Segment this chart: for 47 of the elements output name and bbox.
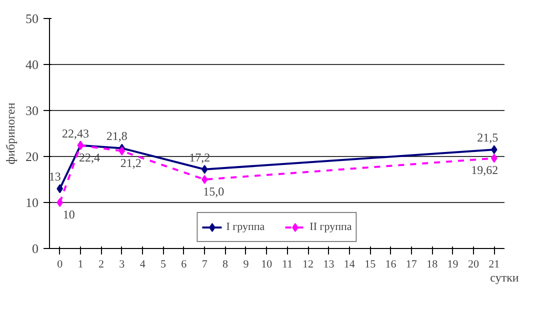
point <box>56 184 64 194</box>
point <box>490 145 498 154</box>
y-tick-label: 20 <box>26 149 38 164</box>
x-axis-title: сутки <box>490 270 520 284</box>
x-tick-label: 15 <box>364 258 376 270</box>
x-tick-label: 17 <box>406 258 418 270</box>
point <box>118 146 126 156</box>
x-tick-label: 1 <box>78 258 84 270</box>
x-tick-label: 21 <box>488 258 500 270</box>
point <box>201 175 208 184</box>
x-tick-label: 19 <box>447 258 459 270</box>
y-tick-label: 10 <box>26 195 38 210</box>
legend-label: II группа <box>310 221 352 233</box>
x-tick-label: 10 <box>261 258 273 270</box>
x-tick-label: 14 <box>344 258 356 270</box>
data-label: 22,43 <box>62 126 90 140</box>
y-tick-label: 0 <box>32 241 38 256</box>
data-label: 21,5 <box>477 130 498 145</box>
data-label: 15,0 <box>203 184 224 198</box>
legend-label: I группа <box>226 221 265 233</box>
y-tick-label: 40 <box>26 57 38 72</box>
x-tick-label: 12 <box>302 258 314 270</box>
x-tick-label: 18 <box>426 258 438 270</box>
x-tick-label: 5 <box>160 258 166 270</box>
y-tick-label: 30 <box>26 103 38 118</box>
point <box>56 198 64 207</box>
x-tick-label: 6 <box>181 258 188 270</box>
y-tick-label: 50 <box>26 11 38 26</box>
point <box>201 164 208 174</box>
point <box>490 154 498 163</box>
x-tick-label: 3 <box>119 258 126 270</box>
x-tick-label: 0 <box>57 258 64 270</box>
data-label: 10 <box>62 208 75 222</box>
x-tick-label: 8 <box>222 258 229 270</box>
x-tick-label: 16 <box>385 258 397 270</box>
x-tick-label: 9 <box>243 258 250 270</box>
x-tick-label: 13 <box>323 258 335 270</box>
y-axis-title: фибриноген <box>4 102 18 164</box>
x-tick-label: 20 <box>468 258 480 270</box>
data-label: 19,62 <box>471 163 498 178</box>
data-label: 21,2 <box>120 156 142 170</box>
x-tick-label: 4 <box>140 258 146 270</box>
data-label: 13 <box>48 170 61 184</box>
data-label: 21,8 <box>106 129 128 144</box>
x-tick-label: 7 <box>202 258 208 270</box>
x-tick-label: 11 <box>282 258 293 270</box>
x-tick-label: 2 <box>98 258 104 270</box>
